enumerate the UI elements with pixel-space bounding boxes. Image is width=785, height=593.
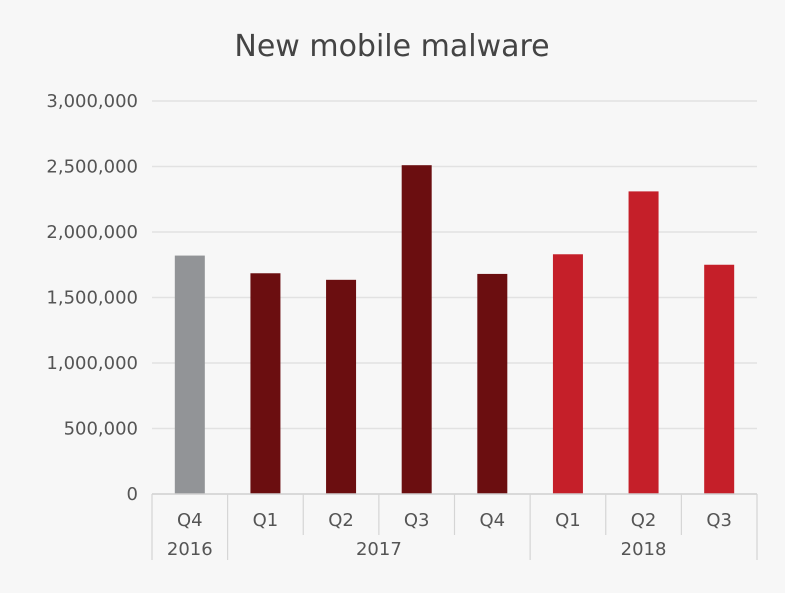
gridlines xyxy=(152,100,757,430)
x-tick-label-1: Q1 xyxy=(253,510,279,531)
y-tick-label-0: 0 xyxy=(127,484,138,505)
y-tick-label-1: 500,000 xyxy=(64,419,138,440)
bar-2 xyxy=(326,279,357,494)
x-group-label-0: 2016 xyxy=(167,539,213,560)
chart-title: New mobile malware xyxy=(234,29,549,64)
x-tick-label-0: Q4 xyxy=(177,510,203,531)
bar-6 xyxy=(628,191,659,494)
y-tick-label-2: 1,000,000 xyxy=(46,353,138,374)
bar-3 xyxy=(401,165,432,494)
x-tick-label-2: Q2 xyxy=(328,510,354,531)
x-group-label-2: 2018 xyxy=(621,539,667,560)
x-tick-label-4: Q4 xyxy=(480,510,506,531)
bars xyxy=(174,165,735,494)
bar-5 xyxy=(552,254,583,494)
y-tick-label-6: 3,000,000 xyxy=(46,91,138,112)
x-tick-label-3: Q3 xyxy=(404,510,430,531)
x-axis: Q4 Q1 Q2 Q3 Q4 Q1 Q2 Q3 2016 2017 2018 xyxy=(151,493,758,560)
bar-7 xyxy=(704,264,735,494)
x-group-label-1: 2017 xyxy=(356,539,402,560)
bar-4 xyxy=(477,273,508,494)
y-axis-tick-labels: 0 500,000 1,000,000 1,500,000 2,000,000 2,500… xyxy=(46,91,138,505)
x-tick-label-6: Q2 xyxy=(631,510,657,531)
x-tick-label-7: Q3 xyxy=(706,510,732,531)
bar-1 xyxy=(250,273,281,494)
y-tick-label-3: 1,500,000 xyxy=(46,288,138,309)
x-tick-label-5: Q1 xyxy=(555,510,581,531)
y-tick-label-4: 2,000,000 xyxy=(46,222,138,243)
bar-0 xyxy=(174,255,205,494)
y-tick-label-5: 2,500,000 xyxy=(46,157,138,178)
